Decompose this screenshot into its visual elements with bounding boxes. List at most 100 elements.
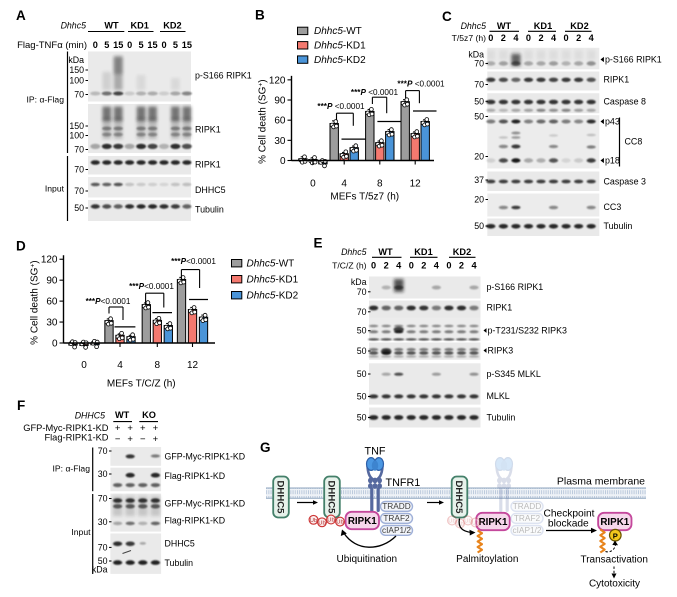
svg-text:KO: KO <box>142 410 156 420</box>
svg-text:0: 0 <box>526 33 531 43</box>
svg-text:GFP-Myc-RIPK1-KD: GFP-Myc-RIPK1-KD <box>165 452 246 462</box>
svg-text:MEFs T/5z7 (h): MEFs T/5z7 (h) <box>330 192 399 203</box>
svg-text:120: 120 <box>41 255 58 266</box>
svg-text:0: 0 <box>52 339 58 350</box>
svg-text:50: 50 <box>474 112 484 122</box>
svg-text:50: 50 <box>357 413 367 423</box>
svg-text:2: 2 <box>501 33 506 43</box>
svg-text:15: 15 <box>113 40 123 50</box>
svg-text:4: 4 <box>117 360 123 371</box>
svg-text:P: P <box>613 531 618 540</box>
svg-text:Transactivation: Transactivation <box>580 555 647 566</box>
svg-text:0: 0 <box>127 40 132 50</box>
svg-text:70: 70 <box>357 307 367 317</box>
svg-text:TNF: TNF <box>365 446 386 458</box>
svg-text:50: 50 <box>357 326 367 336</box>
svg-text:2: 2 <box>459 260 464 270</box>
svg-text:TRAF2: TRAF2 <box>383 513 410 523</box>
svg-text:kDa: kDa <box>351 277 367 287</box>
svg-text:12: 12 <box>410 179 422 190</box>
svg-text:8: 8 <box>155 360 161 371</box>
svg-text:p-T231/S232 RIPK3: p-T231/S232 RIPK3 <box>488 325 567 335</box>
svg-text:kDa: kDa <box>468 50 484 60</box>
svg-text:% Cell death (SG+): % Cell death (SG+) <box>258 79 269 163</box>
svg-text:C: C <box>442 9 452 24</box>
svg-text:KD1: KD1 <box>534 21 552 31</box>
svg-text:120: 120 <box>269 75 286 86</box>
svg-text:50: 50 <box>74 203 84 213</box>
svg-text:Caspase 3: Caspase 3 <box>604 176 646 186</box>
svg-text:RIPK1: RIPK1 <box>195 124 221 134</box>
svg-text:60: 60 <box>274 116 286 127</box>
svg-text:70: 70 <box>74 145 84 155</box>
svg-text:30: 30 <box>98 517 108 527</box>
svg-text:37: 37 <box>474 175 484 185</box>
svg-text:DHHC5: DHHC5 <box>275 480 286 514</box>
svg-text:Ub: Ub <box>310 518 317 524</box>
svg-text:p-S166 RIPK1: p-S166 RIPK1 <box>487 282 544 292</box>
svg-text:0: 0 <box>161 40 166 50</box>
svg-text:TRADD: TRADD <box>382 501 411 511</box>
svg-text:Dhhc5-KD1: Dhhc5-KD1 <box>247 275 299 286</box>
svg-text:+: + <box>153 423 159 434</box>
svg-text:KD2: KD2 <box>453 247 471 257</box>
svg-text:0: 0 <box>81 360 87 371</box>
svg-text:+: + <box>127 423 133 434</box>
svg-text:0: 0 <box>409 260 414 270</box>
svg-text:−: − <box>115 434 121 445</box>
svg-text:8: 8 <box>377 179 383 190</box>
svg-text:p18: p18 <box>605 155 620 165</box>
svg-text:Input: Input <box>45 184 65 194</box>
svg-text:90: 90 <box>46 276 58 287</box>
svg-text:Tubulin: Tubulin <box>604 221 633 231</box>
svg-text:Flag-RIPK1-KD: Flag-RIPK1-KD <box>165 471 226 481</box>
svg-text:RIPK1: RIPK1 <box>348 516 377 527</box>
svg-text:Plasma membrane: Plasma membrane <box>557 476 645 488</box>
svg-text:KD1: KD1 <box>131 21 149 31</box>
svg-text:T/C/Z (h): T/C/Z (h) <box>332 260 367 270</box>
svg-text:Dhhc5-KD2: Dhhc5-KD2 <box>314 55 366 66</box>
svg-text:RIPK1: RIPK1 <box>604 75 630 85</box>
svg-text:Ub: Ub <box>448 519 455 525</box>
svg-text:p-S166 RIPK1: p-S166 RIPK1 <box>605 54 662 64</box>
svg-text:Ub: Ub <box>472 521 479 527</box>
svg-text:WT: WT <box>104 21 119 31</box>
svg-text:RIPK1: RIPK1 <box>195 159 221 169</box>
svg-text:RIPK3: RIPK3 <box>488 345 514 355</box>
svg-text:5: 5 <box>173 40 178 50</box>
svg-text:Caspase 8: Caspase 8 <box>604 96 646 106</box>
svg-text:p-S345 MLKL: p-S345 MLKL <box>487 369 541 379</box>
svg-text:15: 15 <box>147 40 157 50</box>
svg-text:50: 50 <box>474 96 484 106</box>
svg-text:70: 70 <box>74 186 84 196</box>
svg-text:2: 2 <box>538 33 543 43</box>
svg-text:Palmitoylation: Palmitoylation <box>456 554 518 565</box>
svg-text:150: 150 <box>69 65 84 75</box>
svg-text:kDa: kDa <box>92 565 108 575</box>
svg-text:DHHC5: DHHC5 <box>165 539 195 549</box>
svg-text:90: 90 <box>274 96 286 107</box>
svg-text:Ub: Ub <box>464 519 471 525</box>
svg-text:A: A <box>16 8 26 23</box>
svg-text:70: 70 <box>98 494 108 504</box>
svg-text:Tubulin: Tubulin <box>165 558 194 568</box>
svg-text:Ub: Ub <box>318 520 325 526</box>
svg-text:70: 70 <box>74 165 84 175</box>
svg-text:RIPK1: RIPK1 <box>487 302 513 312</box>
svg-text:−: − <box>140 434 146 445</box>
svg-text:70: 70 <box>474 80 484 90</box>
svg-text:+: + <box>153 434 159 445</box>
svg-text:15: 15 <box>182 40 192 50</box>
svg-text:Dhhc5: Dhhc5 <box>341 247 367 257</box>
svg-text:70: 70 <box>74 90 84 100</box>
svg-text:60: 60 <box>46 297 58 308</box>
svg-text:KD2: KD2 <box>163 21 181 31</box>
svg-text:Flag-RIPK1-KD: Flag-RIPK1-KD <box>165 516 226 526</box>
svg-text:4: 4 <box>551 33 557 43</box>
svg-text:cIAP1/2: cIAP1/2 <box>382 525 411 535</box>
svg-text:Tubulin: Tubulin <box>487 413 516 423</box>
svg-text:Dhhc5-WT: Dhhc5-WT <box>247 259 295 270</box>
svg-text:B: B <box>255 8 265 23</box>
svg-text:Dhhc5-KD2: Dhhc5-KD2 <box>247 291 299 302</box>
svg-text:Ub: Ub <box>336 520 343 526</box>
